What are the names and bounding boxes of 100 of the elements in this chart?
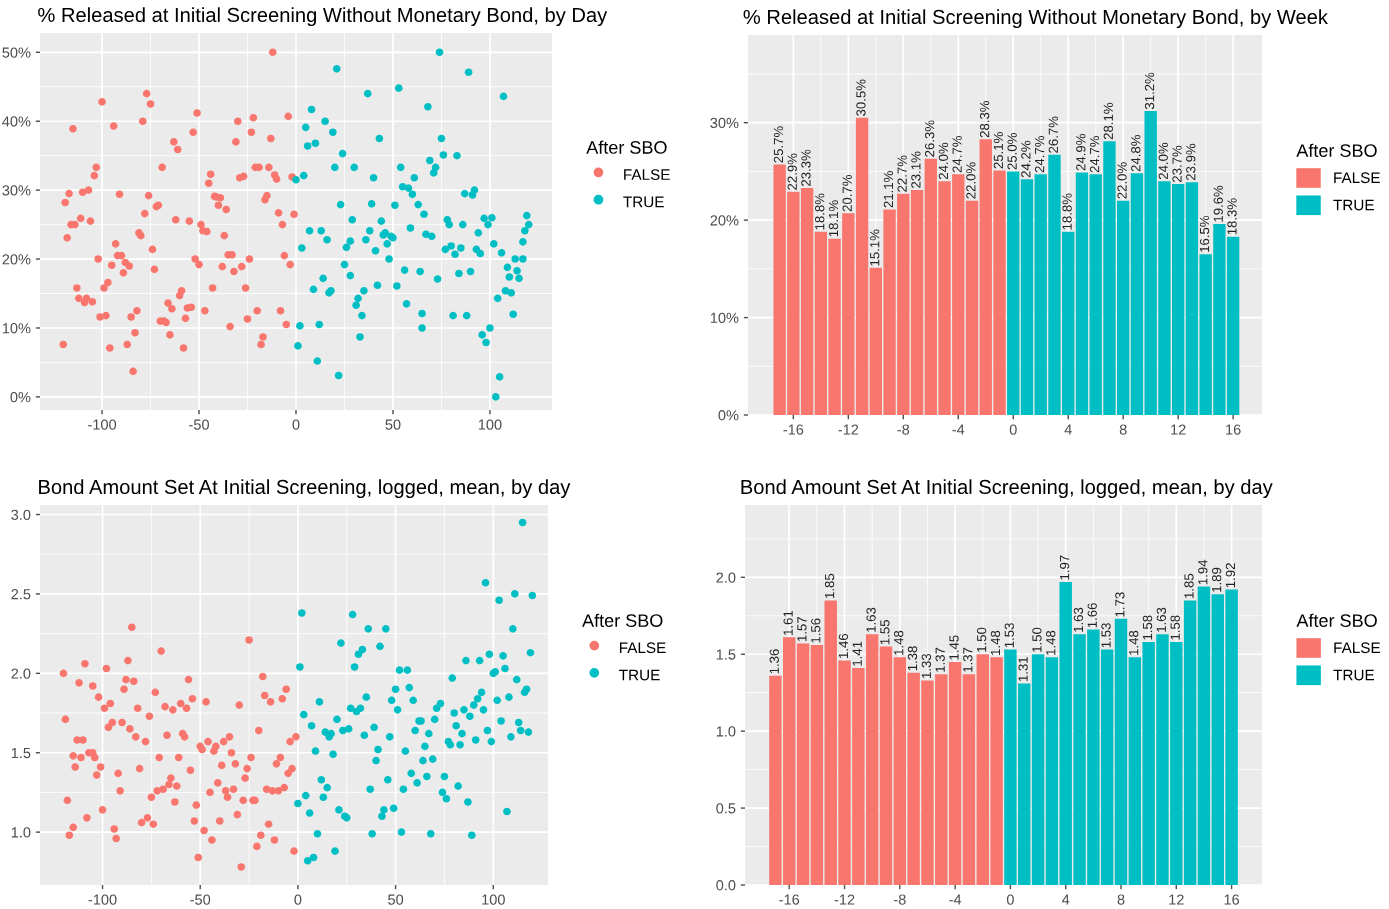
- legend-label: TRUE: [1333, 199, 1374, 211]
- x-tick-label: 0: [294, 894, 302, 905]
- legend-label: FALSE: [1334, 642, 1380, 654]
- bar: [879, 646, 893, 885]
- x-tick-label: -4: [949, 894, 962, 905]
- data-label: 23.3%: [801, 149, 811, 186]
- x-tick-label: 12: [1169, 894, 1184, 905]
- data-label: 30.5%: [856, 79, 866, 116]
- x-tick-label: 100: [478, 419, 502, 430]
- x-tick-label: -12: [838, 424, 859, 435]
- legend-title: After SBO: [1296, 143, 1377, 157]
- x-tick-label: 16: [1226, 424, 1241, 435]
- y-tick-label: 1.0: [11, 827, 31, 838]
- y-tick-label: 30%: [710, 117, 739, 129]
- legend-label: FALSE: [619, 642, 666, 654]
- y-tick-label: 10%: [710, 312, 739, 323]
- x-tick-label: 0: [1009, 424, 1017, 435]
- x-tick-label: -16: [783, 424, 804, 435]
- x-tick-label: 16: [1224, 894, 1240, 905]
- y-tick-label: 10%: [2, 323, 31, 334]
- y-tick-label: 0%: [10, 392, 31, 403]
- y-tick-label: 20%: [2, 254, 31, 265]
- x-tick-label: -100: [88, 419, 117, 430]
- data-label: 28.3%: [979, 100, 990, 138]
- data-label: 1.63: [866, 607, 876, 632]
- data-label: 1.48: [1129, 630, 1139, 655]
- data-label: 1.92: [1225, 563, 1236, 588]
- legend-label: TRUE: [619, 669, 660, 681]
- y-tick-label: 2.0: [11, 668, 31, 679]
- data-label: 1.53: [1101, 623, 1111, 648]
- x-tick-label: -8: [893, 894, 906, 905]
- legend-title: After SBO: [586, 140, 667, 154]
- data-label: 26.7%: [1048, 116, 1059, 153]
- data-label: 16.5%: [1199, 215, 1210, 252]
- data-label: 22.0%: [1117, 162, 1127, 199]
- data-label: 24.9%: [1076, 134, 1086, 171]
- data-label: 1.37: [935, 647, 945, 672]
- data-label: 1.57: [797, 617, 807, 642]
- y-tick-label: 0.0: [716, 880, 736, 891]
- bar: [796, 643, 810, 885]
- data-label: 1.41: [852, 641, 862, 666]
- legend-title: After SBO: [1296, 613, 1377, 627]
- chart-title: Bond Amount Set At Initial Screening, logged, mean, by day: [741, 479, 1273, 499]
- data-label: 1.63: [1156, 607, 1167, 632]
- x-tick-label: -50: [190, 894, 211, 905]
- bar: [910, 189, 924, 415]
- y-tick-label: 0.5: [716, 803, 736, 814]
- y-tick-label: 0%: [718, 410, 739, 421]
- data-label: 18.8%: [815, 193, 825, 230]
- bar: [965, 200, 979, 415]
- data-label: 21.1%: [883, 171, 894, 208]
- bar: [962, 674, 976, 885]
- data-label: 19.6%: [1213, 185, 1223, 222]
- data-label: 1.61: [783, 610, 793, 635]
- data-label: 1.45: [949, 635, 959, 660]
- x-tick-label: 50: [388, 894, 404, 905]
- chart-title: % Released at Initial Screening Without Monetary Bond, by Week: [743, 9, 1328, 29]
- x-tick-label: 0: [292, 419, 300, 430]
- data-label: 22.9%: [787, 153, 797, 190]
- data-label: 1.63: [1073, 607, 1084, 632]
- x-tick-label: -16: [779, 894, 800, 905]
- x-tick-label: 12: [1171, 424, 1186, 435]
- x-tick-label: -8: [897, 424, 910, 435]
- y-tick-label: 40%: [2, 116, 31, 127]
- x-tick-label: 8: [1117, 894, 1125, 905]
- data-label: 1.33: [921, 653, 932, 678]
- data-label: 1.97: [1059, 555, 1070, 580]
- bar: [1020, 179, 1034, 415]
- data-label: 1.48: [1046, 630, 1056, 655]
- data-label: 26.3%: [924, 120, 935, 157]
- data-label: 1.48: [894, 630, 904, 655]
- data-label: 23.1%: [911, 151, 921, 188]
- data-label: 20.7%: [842, 174, 852, 212]
- data-label: 24.0%: [1158, 142, 1168, 180]
- data-label: 1.31: [1018, 657, 1028, 682]
- data-label: 24.7%: [1034, 136, 1045, 173]
- bar: [1197, 586, 1211, 885]
- data-label: 15.1%: [870, 229, 880, 266]
- data-label: 25.1%: [993, 132, 1004, 169]
- bar: [1031, 654, 1045, 885]
- y-tick-label: 1.0: [716, 726, 736, 737]
- data-label: 1.58: [1170, 615, 1180, 640]
- y-tick-label: 1.5: [716, 649, 736, 660]
- data-label: 1.50: [976, 627, 987, 652]
- data-label: 24.7%: [1089, 136, 1100, 173]
- data-label: 22.0%: [966, 162, 976, 199]
- data-label: 28.1%: [1103, 102, 1113, 140]
- data-label: 31.2%: [1144, 72, 1155, 110]
- y-tick-label: 20%: [710, 215, 739, 226]
- data-label: 1.94: [1198, 559, 1208, 585]
- data-label: 18.1%: [828, 200, 839, 237]
- data-label: 24.0%: [938, 142, 949, 180]
- chart-title: Bond Amount Set At Initial Screening, logged, mean, by day: [39, 479, 571, 499]
- x-tick-label: -4: [952, 424, 965, 435]
- legend-label: FALSE: [1334, 172, 1380, 184]
- chart-title: % Released at Initial Screening Without Monetary Bond, by Day: [38, 7, 608, 27]
- data-label: 25.0%: [1007, 133, 1017, 170]
- x-tick-label: 4: [1061, 894, 1070, 905]
- y-tick-label: 1.5: [11, 747, 31, 759]
- x-tick-label: 100: [482, 894, 505, 905]
